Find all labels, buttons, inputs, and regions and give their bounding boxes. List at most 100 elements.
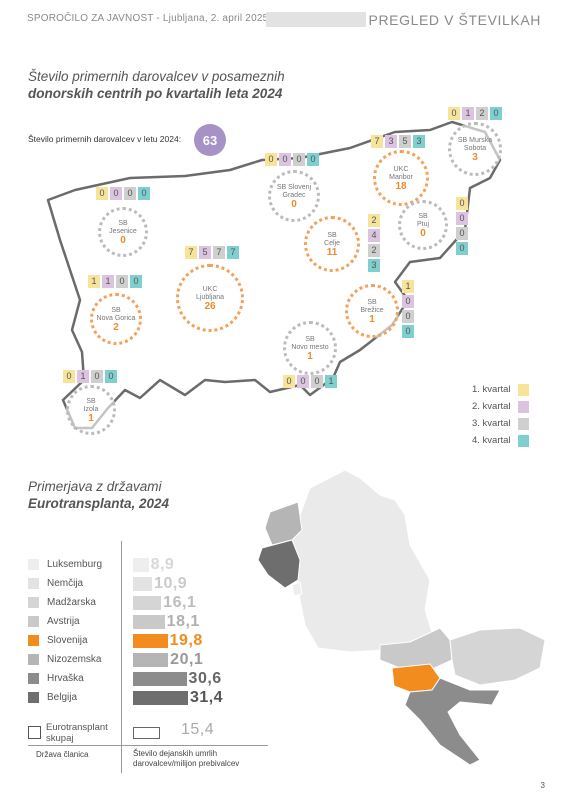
center-name2: Sobota xyxy=(463,144,487,152)
quarters-nova-gorica: 1 1 0 0 xyxy=(88,275,142,288)
bar xyxy=(133,690,188,705)
xlabel-left: Država članica xyxy=(36,750,89,759)
bar-value: 19,8 xyxy=(169,631,203,649)
center-ukc-ljubljana: UKC Ljubljana 26 xyxy=(176,264,244,332)
center-name: SB Murska xyxy=(457,136,493,144)
q3-cell: 0 xyxy=(293,153,305,166)
legend-swatch xyxy=(517,417,529,430)
xlabel-right-line2: darovalcev/milijon prebivalcev xyxy=(133,759,240,768)
bar-value: 16,1 xyxy=(163,593,197,611)
country-name: Nemčija xyxy=(47,578,84,589)
center-ptuj: SB Ptuj 0 xyxy=(398,200,448,250)
section1-title: Število primernih darovalcev v posamezni… xyxy=(28,68,285,102)
q4-cell: 3 xyxy=(413,135,425,148)
q1-cell: 0 xyxy=(283,375,295,388)
q4-cell: 0 xyxy=(307,153,319,166)
center-name2: Maribor xyxy=(389,173,413,181)
bar-value: 30,6 xyxy=(188,669,222,687)
center-name: SB xyxy=(111,306,121,314)
country-swatch xyxy=(28,692,39,703)
center-nova-gorica: SB Nova Gorica 2 xyxy=(90,293,142,345)
q2-cell: 3 xyxy=(385,135,397,148)
bar-value: 31,4 xyxy=(189,688,224,706)
xlabel-right: Število dejanskih umrlih darovalcev/mili… xyxy=(133,749,239,769)
center-value: 0 xyxy=(420,227,426,239)
q1-cell: 7 xyxy=(371,135,383,148)
center-value: 18 xyxy=(395,180,407,192)
center-name2: Jesenice xyxy=(109,227,137,235)
center-name2: Ptuj xyxy=(416,220,430,228)
center-name2: Nova Gorica xyxy=(96,314,136,322)
center-name: SB Slovenj xyxy=(276,183,312,191)
section2-title-line2: Eurotransplanta, 2024 xyxy=(28,496,170,511)
quarters-novo-mesto: 0 0 0 1 xyxy=(283,375,337,388)
bar-value: 18,1 xyxy=(166,612,200,630)
center-name: SB xyxy=(367,298,377,306)
center-value: 3 xyxy=(472,151,478,163)
bar-row: 19,8 xyxy=(133,631,223,650)
quarters-celje: 2 4 2 3 xyxy=(368,214,380,272)
q3-cell: 2 xyxy=(476,107,488,120)
eurotransplant-label-line2: skupaj xyxy=(46,733,74,744)
bar-row: 18,1 xyxy=(133,612,223,631)
country-row: Luksemburg xyxy=(28,555,102,574)
q2-cell: 0 xyxy=(279,153,291,166)
legend-swatch xyxy=(517,400,529,413)
bar xyxy=(133,557,149,572)
q2-cell: 0 xyxy=(456,212,468,225)
bar-value: 20,1 xyxy=(170,650,204,668)
q3-cell: 0 xyxy=(311,375,323,388)
bar-row: 8,9 xyxy=(133,555,223,574)
q1-cell: 0 xyxy=(96,187,108,200)
q2-cell: 0 xyxy=(110,187,122,200)
eurotransplant-label-line1: Eurotransplant xyxy=(46,722,108,733)
eurotransplant-label: Eurotransplant skupaj xyxy=(46,722,108,744)
center-name2: Izola xyxy=(83,405,99,413)
country-row: Hrvaška xyxy=(28,669,102,688)
center-brezice: SB Brežice 1 xyxy=(345,284,399,338)
q4-cell: 1 xyxy=(325,375,337,388)
map-hungary xyxy=(449,627,546,686)
center-name2: Gradec xyxy=(282,191,306,199)
page-number: 3 xyxy=(540,781,545,790)
quarter-legend: 1. kvartal 2. kvartal 3. kvartal 4. kvar… xyxy=(472,381,529,449)
country-name: Madžarska xyxy=(47,597,96,608)
center-name: SB xyxy=(305,335,315,343)
q1-cell: 0 xyxy=(448,107,460,120)
center-value: 1 xyxy=(88,412,94,424)
center-jesenice: SB Jesenice 0 xyxy=(98,207,148,257)
bar xyxy=(133,614,165,629)
q1-cell: 0 xyxy=(456,197,468,210)
bar xyxy=(133,633,168,648)
bar-row: 16,1 xyxy=(133,593,223,612)
q1-cell: 2 xyxy=(368,214,380,227)
center-name: SB xyxy=(418,212,428,220)
center-name: SB xyxy=(86,397,96,405)
country-swatch xyxy=(28,654,39,665)
section2-title-line1: Primerjava z državami xyxy=(28,479,162,494)
map-luxembourg xyxy=(291,581,303,597)
legend-label: 1. kvartal xyxy=(472,384,511,395)
q3-cell: 0 xyxy=(124,187,136,200)
bar-value: 8,9 xyxy=(150,555,175,573)
q3-cell: 0 xyxy=(116,275,128,288)
country-swatch xyxy=(28,597,39,608)
q1-cell: 0 xyxy=(63,370,75,383)
quarters-murska-sobota: 0 1 2 0 xyxy=(448,107,502,120)
bar xyxy=(133,652,169,667)
country-swatch xyxy=(28,616,39,627)
bar-chart: 8,9 10,9 16,1 18,1 19,8 20,1 30,6 31,4 xyxy=(133,555,223,707)
country-name: Nizozemska xyxy=(47,654,102,665)
center-value: 0 xyxy=(291,198,297,210)
center-izola: SB Izola 1 xyxy=(66,385,116,435)
center-name2: Novo mesto xyxy=(291,343,329,351)
bar-row: 20,1 xyxy=(133,650,223,669)
legend-swatch xyxy=(517,434,529,447)
bar xyxy=(133,595,162,610)
q4-cell: 0 xyxy=(138,187,150,200)
quarters-slovenj-gradec: 0 0 0 0 xyxy=(265,153,319,166)
q2-cell: 5 xyxy=(199,246,211,259)
q2-cell: 1 xyxy=(102,275,114,288)
q2-cell: 0 xyxy=(402,295,414,308)
legend-label: 4. kvartal xyxy=(472,435,511,446)
